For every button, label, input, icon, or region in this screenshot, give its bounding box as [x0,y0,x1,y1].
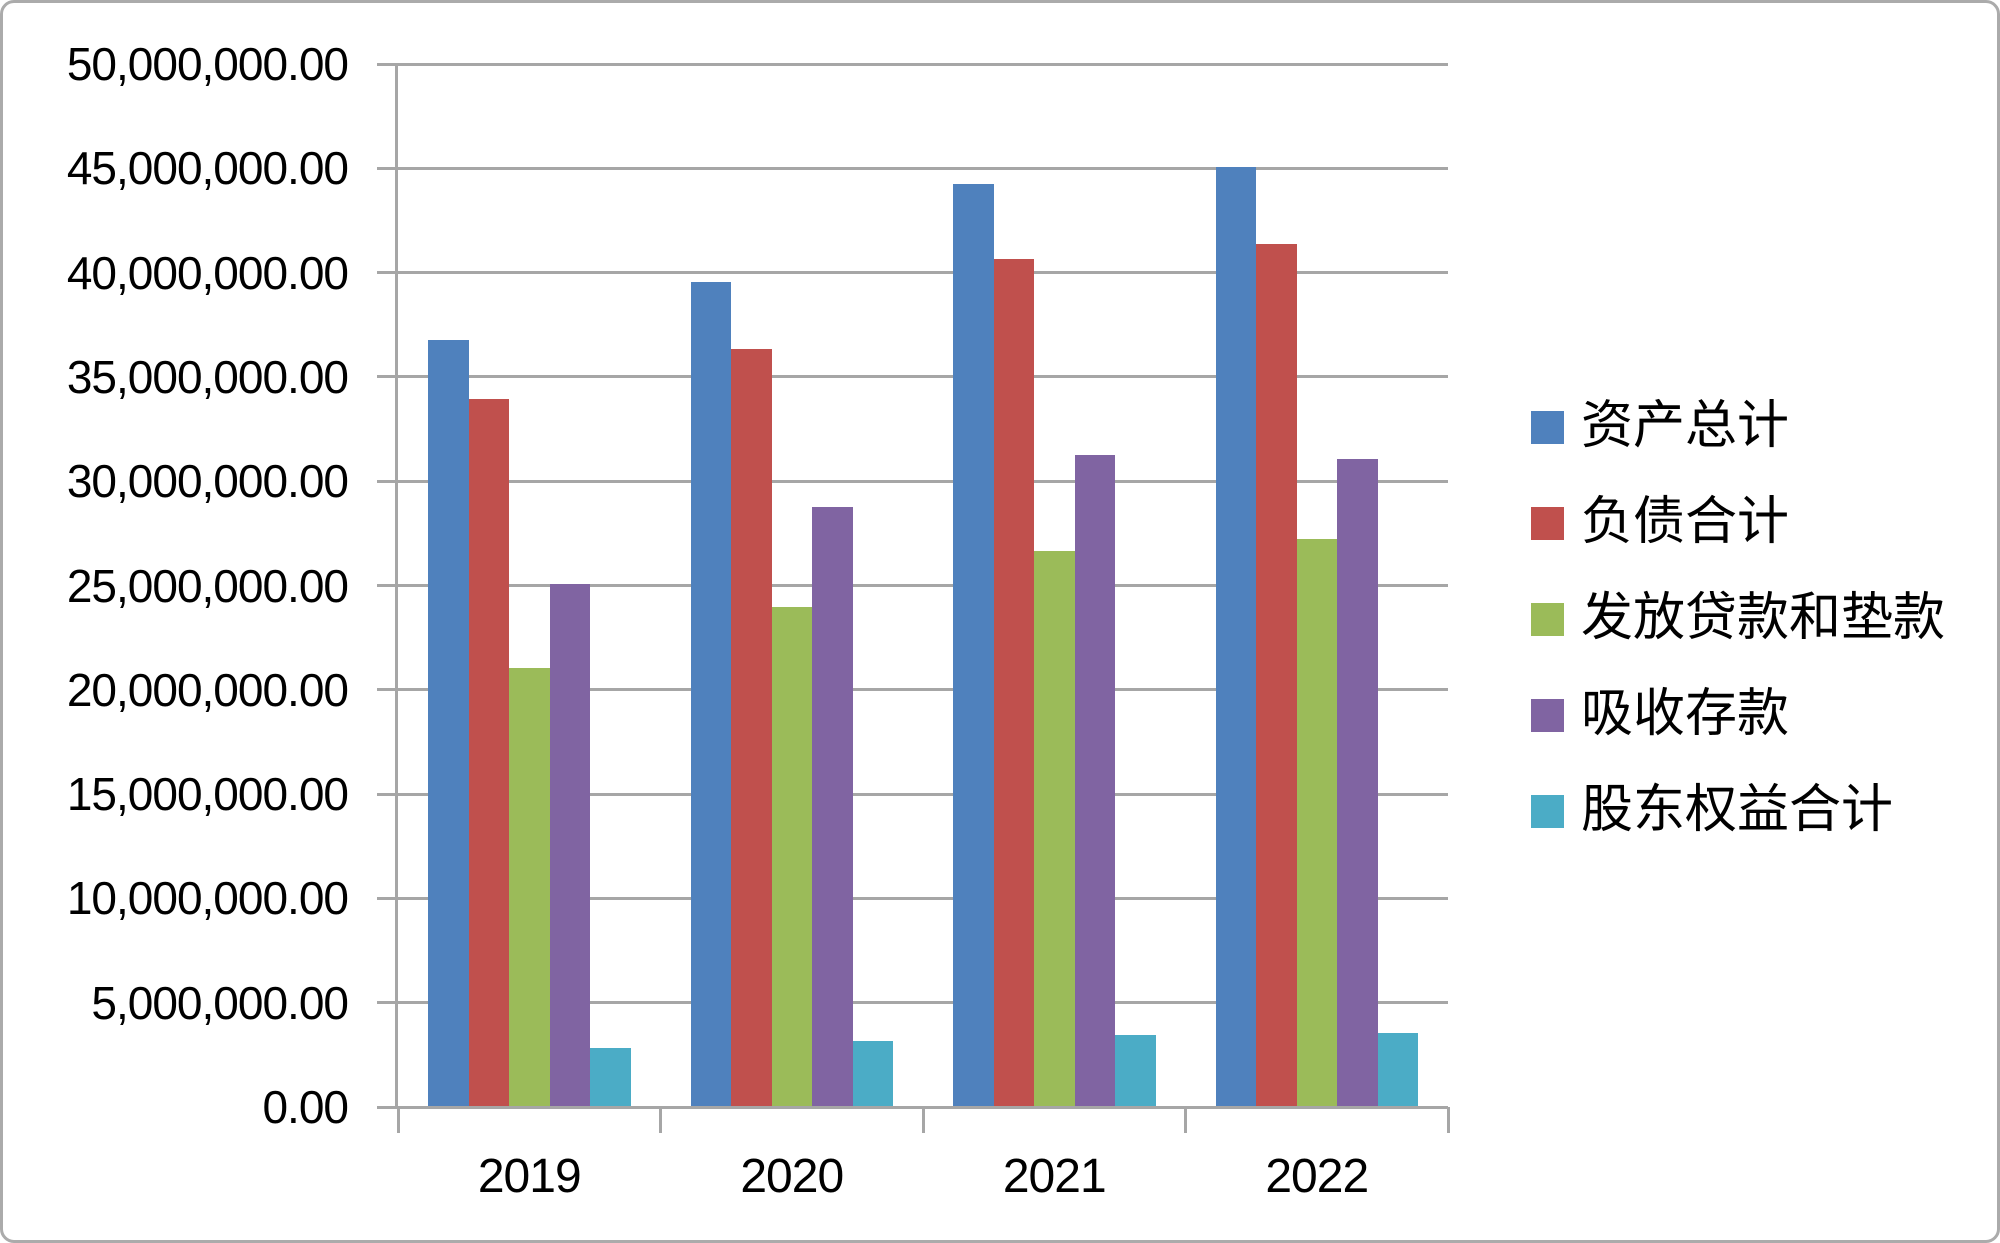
bar-2019-series-2 [509,667,550,1106]
gridline [398,375,1448,379]
x-axis-tick [1184,1107,1187,1133]
bar-2021-series-3 [1074,454,1115,1106]
x-axis-category-label: 2022 [1265,1150,1369,1203]
y-axis-tick-label: 0.00 [262,1081,349,1133]
bar-2019-series-1 [468,398,509,1106]
bar-2021-series-0 [953,183,994,1106]
y-axis-tick-label: 15,000,000.00 [66,768,349,821]
y-axis-tick [377,584,398,587]
bar-2019-series-3 [549,583,590,1106]
x-axis-line [398,1105,1448,1109]
y-axis-tick-label: 10,000,000.00 [66,872,349,925]
bar-2020-series-0 [690,281,731,1106]
bar-2019-series-0 [428,339,469,1106]
gridline [398,166,1448,170]
y-axis-tick-label: 30,000,000.00 [66,455,349,508]
bar-2022-series-3 [1337,458,1378,1106]
bar-2022-series-2 [1296,538,1337,1106]
legend-label: 资产总计 [1581,398,1790,455]
legend-item: 资产总计 [1531,395,1789,459]
y-axis-tick [377,166,398,170]
legend-label: 发放贷款和垫款 [1581,590,1946,647]
gridline [398,584,1448,587]
y-axis-tick [377,479,398,483]
y-axis-tick-label: 5,000,000.00 [91,976,349,1029]
x-axis-tick [921,1107,925,1133]
legend-swatch [1531,602,1564,636]
legend-swatch [1531,794,1564,828]
bar-2021-series-1 [993,258,1034,1106]
legend-label: 股东权益合计 [1581,782,1894,839]
bar-2020-series-4 [852,1040,893,1106]
y-axis-tick-label: 45,000,000.00 [66,142,349,195]
y-axis-line [395,64,398,1109]
bar-2020-series-1 [731,348,772,1106]
bar-2019-series-4 [590,1047,631,1106]
y-axis-tick-label: 40,000,000.00 [66,246,349,299]
bar-2020-series-3 [812,506,853,1106]
y-axis-tick-label: 50,000,000.00 [66,38,349,90]
x-axis-category-label: 2019 [477,1150,582,1203]
x-axis-tick [659,1107,662,1133]
legend-item: 负债合计 [1531,491,1789,555]
legend-item: 吸收存款 [1531,683,1789,747]
gridline [398,1001,1448,1005]
legend-swatch [1531,698,1564,732]
legend-swatch [1531,506,1564,540]
gridline [398,479,1448,483]
bar-2021-series-2 [1034,550,1075,1106]
bar-2020-series-2 [771,606,812,1106]
y-axis-tick [377,1001,398,1005]
y-axis-tick [377,271,398,275]
gridline [398,792,1448,796]
x-axis-category-label: 2020 [740,1150,844,1203]
bar-2022-series-1 [1256,243,1297,1106]
bar-2021-series-4 [1115,1034,1156,1106]
y-axis-tick [377,1105,398,1109]
legend-item: 发放贷款和垫款 [1531,587,1945,651]
gridline [398,62,1448,66]
legend-label: 吸收存款 [1581,686,1790,743]
y-axis-tick [377,62,398,66]
gridline [398,688,1448,692]
gridline [398,896,1448,900]
y-axis-tick [377,792,398,796]
y-axis-tick-label: 35,000,000.00 [66,350,349,403]
bar-2022-series-4 [1377,1032,1418,1106]
y-axis-tick [377,896,398,900]
x-axis-tick [396,1107,400,1133]
legend-label: 负债合计 [1581,494,1790,551]
gridline [398,271,1448,275]
x-axis-category-label: 2021 [1002,1150,1107,1203]
y-axis-tick [377,688,398,692]
bar-2022-series-0 [1215,166,1256,1106]
y-axis-tick [377,375,398,379]
y-axis-tick-label: 20,000,000.00 [66,663,349,716]
legend-swatch [1531,410,1564,444]
y-axis-tick-label: 25,000,000.00 [66,559,349,612]
legend-item: 股东权益合计 [1531,779,1893,843]
x-axis-tick [1446,1107,1450,1133]
